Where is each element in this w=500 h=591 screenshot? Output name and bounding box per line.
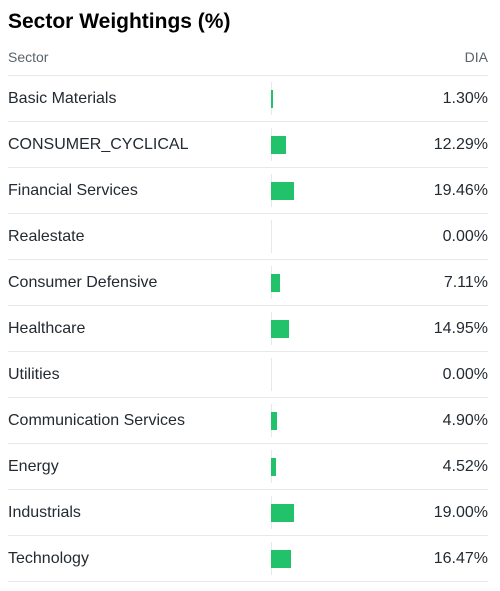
weight-value: 7.11% [443,274,488,291]
table-row: Consumer Defensive 7.11% [8,260,488,306]
weight-bar [271,182,294,200]
sector-table-body: Basic Materials 1.30% CONSUMER_CYCLICAL 12.… [8,76,488,582]
weight-bar [271,320,289,338]
weight-bar [271,90,273,108]
table-row: Utilities 0.00% [8,352,488,398]
sector-name: Communication Services [8,412,185,429]
table-row: Energy 4.52% [8,444,488,490]
table-row: CONSUMER_CYCLICAL 12.29% [8,122,488,168]
sector-name: Technology [8,550,89,567]
sector-name: Industrials [8,504,81,521]
weight-value: 0.00% [442,228,488,245]
weight-value: 19.00% [433,504,488,521]
panel-title: Sector Weightings (%) [8,10,231,33]
weight-value: 14.95% [433,320,488,337]
weight-bar [271,412,277,430]
sector-name: Realestate [8,228,85,245]
column-header-fund: DIA [464,49,488,65]
table-row: Communication Services 4.90% [8,398,488,444]
column-header-sector: Sector [8,49,49,65]
table-row: Industrials 19.00% [8,490,488,536]
weight-value: 19.46% [433,182,488,199]
sector-name: Financial Services [8,182,138,199]
sector-name: Energy [8,458,59,475]
weight-value: 12.29% [433,136,488,153]
table-row: Healthcare 14.95% [8,306,488,352]
weight-bar [271,274,280,292]
weight-value: 4.90% [442,412,488,429]
weight-bar [271,504,294,522]
sector-name: Basic Materials [8,90,117,107]
weight-bar-baseline [271,358,272,391]
weight-bar-baseline [271,220,272,253]
weight-bar [271,458,276,476]
table-row: Basic Materials 1.30% [8,76,488,122]
weight-value: 0.00% [442,366,488,383]
weight-value: 4.52% [442,458,488,475]
table-row: Realestate 0.00% [8,214,488,260]
weight-bar [271,136,286,154]
table-row: Technology 16.47% [8,536,488,582]
sector-name: Healthcare [8,320,86,337]
sector-name: CONSUMER_CYCLICAL [8,136,189,153]
weight-value: 16.47% [433,550,488,567]
table-row: Financial Services 19.46% [8,168,488,214]
weight-value: 1.30% [442,90,488,107]
sector-name: Utilities [8,366,60,383]
table-header: Sector DIA [8,44,488,76]
sector-name: Consumer Defensive [8,274,158,291]
weight-bar [271,550,291,568]
